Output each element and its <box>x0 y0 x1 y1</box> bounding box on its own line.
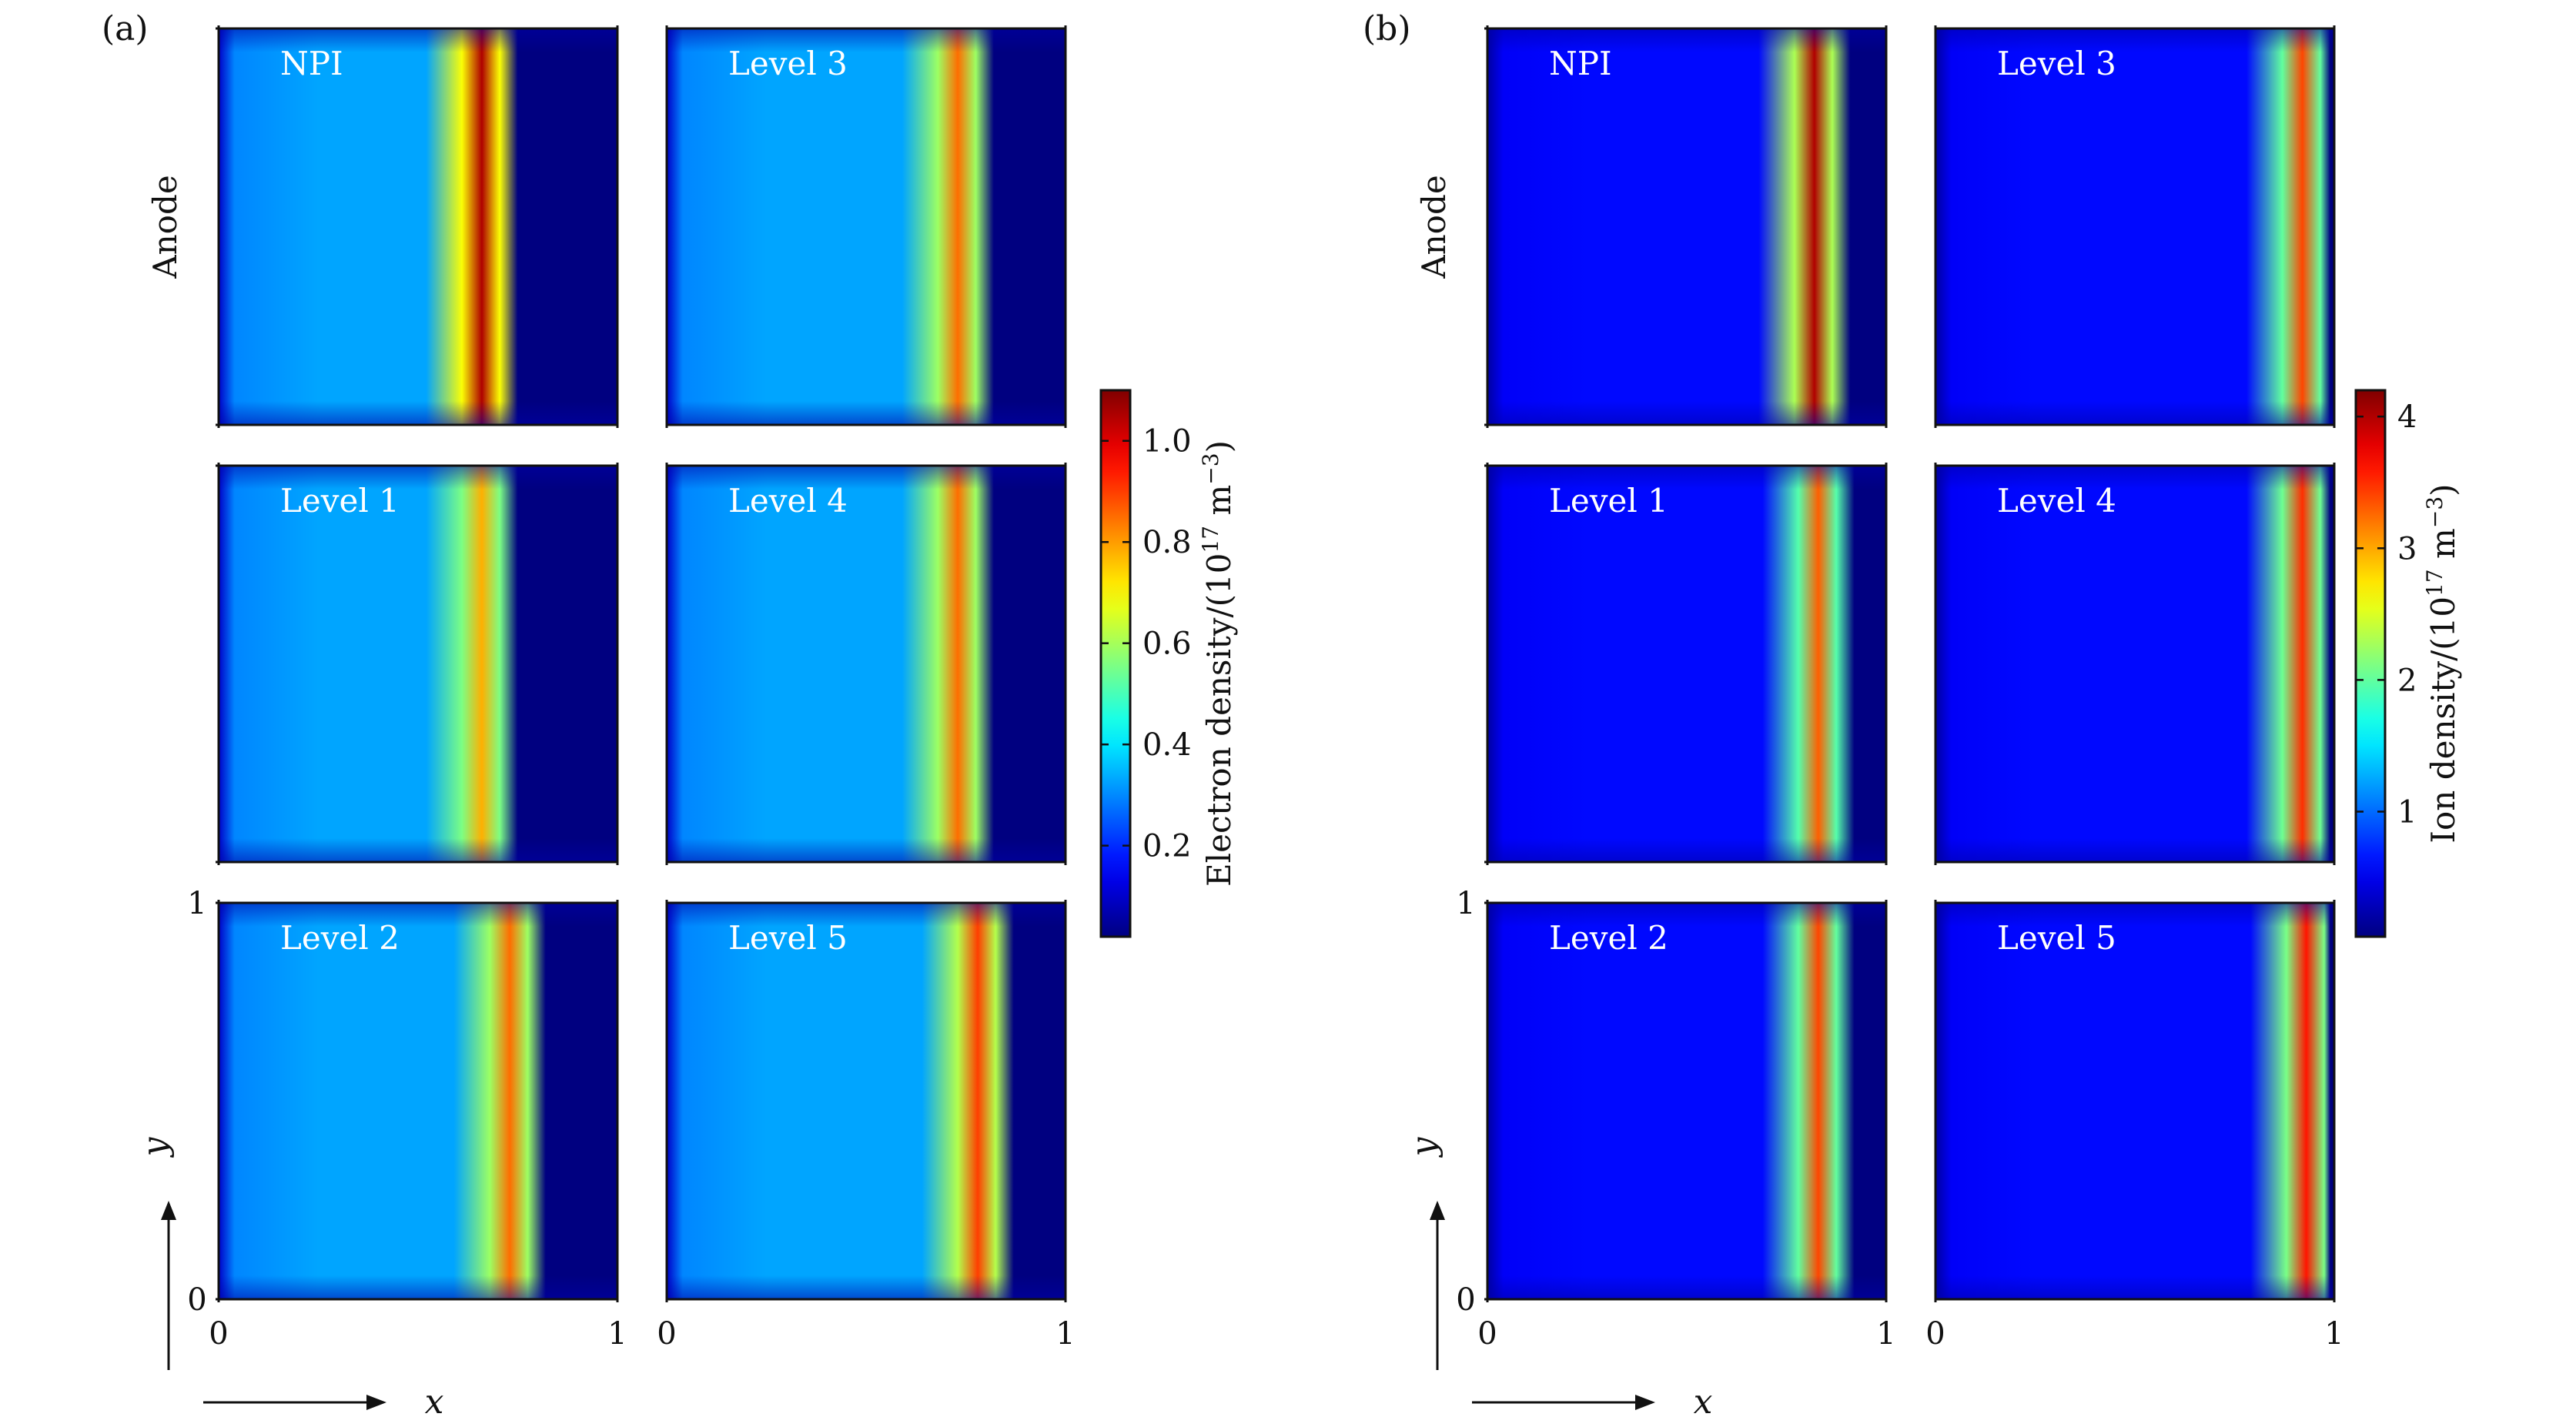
colorbar-tick-label: 3 <box>2397 531 2417 566</box>
x-tick-label: 0 <box>209 1316 228 1352</box>
row-label-anode: Anode <box>146 175 184 279</box>
subplot-title: NPI <box>280 45 343 82</box>
subplot-title: Level 1 <box>280 482 400 520</box>
heatmap-edge-fade <box>1487 903 1886 1299</box>
colorbar-label-part: ) <box>1200 440 1238 453</box>
heatmap-edge-fade <box>667 903 1066 1299</box>
heatmap-edge-fade <box>1935 28 2334 425</box>
subplot-title: Level 5 <box>728 919 848 957</box>
x-axis-arrowhead <box>366 1395 386 1410</box>
colorbar-label-part: 17 <box>1198 526 1223 553</box>
colorbar-label: Ion density/(1017 m−3) <box>2422 483 2462 843</box>
colorbar-tick-label: 2 <box>2397 663 2417 698</box>
subplot-frame <box>665 464 1067 864</box>
heatmap-edge-fade <box>1935 466 2334 862</box>
heatmap-edge-fade <box>219 466 617 862</box>
x-axis-label: x <box>425 1382 444 1417</box>
colorbar-label-part: ) <box>2424 483 2462 496</box>
subplot-frame <box>217 464 619 864</box>
heatmap-edge-fade <box>667 466 1066 862</box>
text-layer: (a) NPI Anode Level 3 Level 1 Level 4 Level 2 1… <box>102 9 2462 1417</box>
subplot-frame <box>1486 464 1888 864</box>
axes-layer <box>161 25 2387 1410</box>
heatmap-edge-fade <box>667 28 1066 425</box>
subplot-frame <box>1486 27 1888 426</box>
subplot-frame <box>665 901 1067 1301</box>
colorbar-label: Electron density/(1017 m−3) <box>1198 440 1238 887</box>
colorbar-tick-label: 0.2 <box>1142 829 1192 864</box>
subplot-frame <box>1486 901 1888 1301</box>
subplot-title: Level 5 <box>1997 919 2116 957</box>
colorbar <box>2354 389 2387 938</box>
x-tick-label: 1 <box>607 1316 627 1352</box>
subplot-title: Level 3 <box>728 45 848 82</box>
subplot-frame <box>217 901 619 1301</box>
colorbar-tick-label: 0.8 <box>1142 525 1192 560</box>
colorbar-label-part: m <box>2424 528 2462 569</box>
y-tick-label: 1 <box>1456 886 1475 921</box>
colorbar-label-part: −3 <box>1198 453 1223 484</box>
subplot-frame <box>1934 27 2336 426</box>
y-tick-label: 0 <box>1456 1282 1475 1318</box>
y-tick-label: 1 <box>187 886 206 921</box>
heatmap-layer <box>219 28 2334 1299</box>
colorbar-label-part: 17 <box>2422 569 2447 597</box>
x-tick-label: 1 <box>2324 1316 2343 1352</box>
y-axis-arrowhead <box>1430 1201 1445 1220</box>
subplot-title: Level 2 <box>280 919 400 957</box>
x-tick-label: 0 <box>657 1316 676 1352</box>
colorbar-label-part: −3 <box>2422 496 2447 528</box>
colorbar-tick-label: 0.4 <box>1142 727 1192 763</box>
subplot-frame <box>1934 464 2336 864</box>
colorbar-tick-label: 1.0 <box>1142 424 1192 460</box>
x-tick-label: 0 <box>1477 1316 1497 1352</box>
panel-label: (b) <box>1363 9 1411 48</box>
heatmap-edge-fade <box>1487 28 1886 425</box>
y-axis-label: y <box>1404 1136 1444 1158</box>
colorbar-label-part: Ion density/(10 <box>2424 597 2462 844</box>
x-tick-label: 1 <box>1055 1316 1075 1352</box>
subplot-title: Level 1 <box>1549 482 1668 520</box>
x-tick-label: 1 <box>1876 1316 1895 1352</box>
heatmap-edge-fade <box>219 28 617 425</box>
subplot-title: Level 4 <box>728 482 848 520</box>
y-axis-arrowhead <box>161 1201 176 1220</box>
colorbar-tick-label: 1 <box>2397 794 2417 830</box>
y-tick-label: 0 <box>187 1282 206 1318</box>
x-axis-arrowhead <box>1635 1395 1655 1410</box>
subplot-frame <box>665 27 1067 426</box>
heatmap-edge-fade <box>219 903 617 1299</box>
colorbar <box>1099 389 1132 938</box>
row-label-anode: Anode <box>1415 175 1453 279</box>
subplot-title: Level 2 <box>1549 919 1668 957</box>
subplot-title: Level 4 <box>1997 482 2116 520</box>
x-tick-label: 0 <box>1925 1316 1945 1352</box>
colorbar-tick-label: 0.6 <box>1142 627 1192 662</box>
heatmap-edge-fade <box>1935 903 2334 1299</box>
subplot-frame <box>217 27 619 426</box>
colorbar-tick-label: 4 <box>2397 399 2417 435</box>
subplot-title: Level 3 <box>1997 45 2116 82</box>
colorbar-label-part: Electron density/(10 <box>1200 553 1238 887</box>
subplot-frame <box>1934 901 2336 1301</box>
x-axis-label: x <box>1694 1382 1713 1417</box>
colorbar-label-part: m <box>1200 485 1238 526</box>
panel-label: (a) <box>102 9 149 48</box>
heatmap-edge-fade <box>1487 466 1886 862</box>
subplot-title: NPI <box>1549 45 1612 82</box>
y-axis-label: y <box>135 1136 175 1158</box>
